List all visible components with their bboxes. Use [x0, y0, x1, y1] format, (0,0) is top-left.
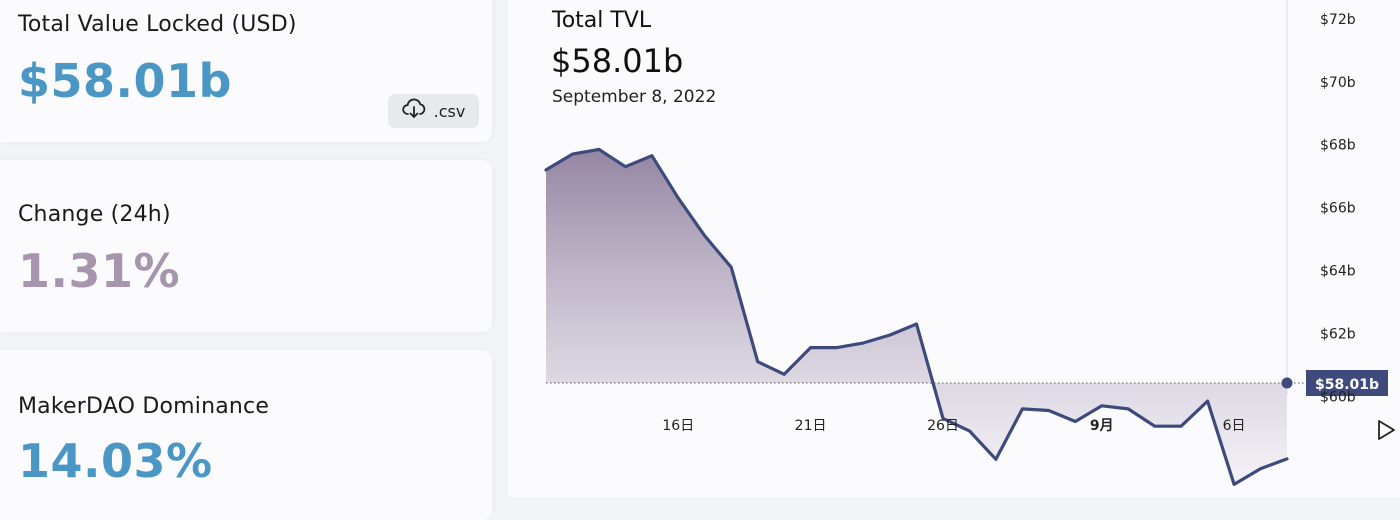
tvl-chart[interactable]: $58.01b $72b $70b $68b $66b $64b $62b $60b 16日 21…: [0, 0, 1400, 497]
dominance-card: MakerDAO Dominance 14.03%: [0, 350, 492, 520]
play-icon: [1378, 420, 1395, 440]
data-point-8: [756, 360, 760, 364]
x-tick-label: 9月: [1090, 418, 1114, 434]
y-tick-label: $62b: [1320, 326, 1356, 342]
data-point-26: [1232, 482, 1236, 486]
series-line: [544, 147, 1289, 486]
chart-current-value: $58.01b: [551, 42, 684, 80]
data-point-13: [888, 333, 892, 337]
data-point-21: [1100, 404, 1104, 408]
data-point-6: [703, 234, 707, 238]
data-point-23: [1153, 424, 1157, 428]
data-point-2: [597, 147, 601, 151]
data-point-1: [571, 152, 575, 156]
data-point-22: [1126, 407, 1130, 411]
cloud-download-icon: [401, 98, 426, 124]
current-value-label: $58.01b: [1315, 377, 1379, 393]
data-point-18: [1020, 407, 1024, 411]
data-point-7: [729, 265, 733, 269]
csv-label: .csv: [433, 101, 466, 121]
x-tick-label: 26日: [927, 418, 959, 434]
data-point-16: [967, 429, 971, 433]
x-tick-label: 6日: [1223, 418, 1246, 434]
x-tick-label: 16日: [662, 418, 694, 434]
chart-title: Total TVL: [552, 8, 652, 33]
play-button[interactable]: [1374, 418, 1398, 442]
y-tick-label: $72b: [1320, 12, 1356, 28]
y-tick-label: $70b: [1320, 75, 1356, 91]
data-point-5: [676, 196, 680, 200]
data-point-25: [1206, 399, 1210, 403]
tvl-label: Total Value Locked (USD): [18, 12, 297, 37]
data-point-19: [1047, 409, 1051, 413]
current-value-marker: [1281, 377, 1293, 389]
data-point-24: [1179, 424, 1183, 428]
data-point-9: [782, 372, 786, 376]
data-point-17: [994, 457, 998, 461]
data-point-12: [862, 341, 866, 345]
data-point-20: [1073, 420, 1077, 424]
current-value-badge: [1306, 370, 1388, 396]
dominance-value: 14.03%: [18, 434, 213, 488]
y-tick-label: $68b: [1320, 138, 1356, 154]
tvl-card: Total Value Locked (USD) $58.01b .csv: [0, 0, 492, 142]
data-point-11: [835, 346, 839, 350]
data-point-4: [650, 154, 654, 158]
data-point-10: [809, 346, 813, 350]
tvl-value: $58.01b: [18, 54, 232, 108]
download-csv-button[interactable]: .csv: [388, 94, 479, 128]
x-tick-label: 21日: [795, 418, 827, 434]
series-area: [546, 149, 1287, 485]
y-tick-label: $64b: [1320, 264, 1356, 280]
data-point-28: [1285, 457, 1289, 461]
data-point-14: [915, 322, 919, 326]
change-card: Change (24h) 1.31%: [0, 160, 492, 332]
data-point-0: [544, 168, 548, 172]
y-tick-label: $60b: [1320, 389, 1356, 405]
data-point-3: [623, 165, 627, 169]
change-value: 1.31%: [18, 244, 181, 298]
data-point-27: [1259, 467, 1263, 471]
change-label: Change (24h): [18, 202, 171, 227]
dominance-label: MakerDAO Dominance: [18, 394, 270, 419]
chart-date: September 8, 2022: [552, 87, 717, 107]
y-tick-label: $66b: [1320, 201, 1356, 217]
